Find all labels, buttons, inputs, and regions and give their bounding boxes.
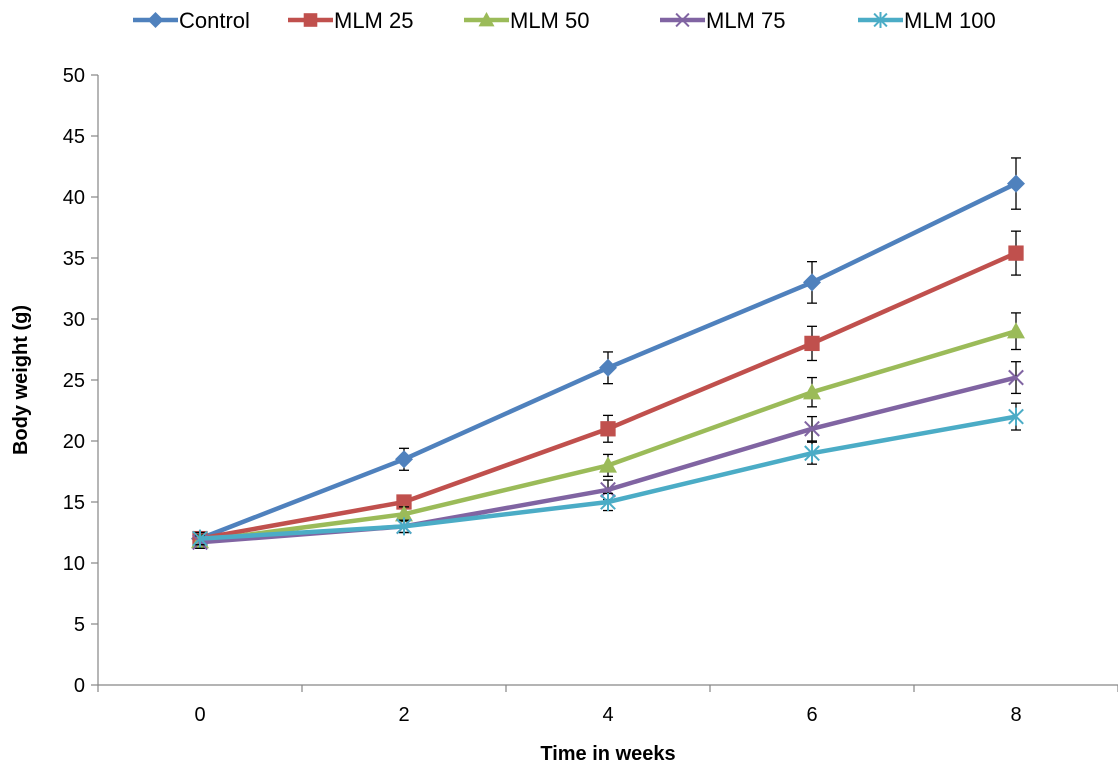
y-tick-label: 45 (63, 126, 85, 148)
data-point-mlm-50 (803, 383, 821, 400)
x-axis-title: Time in weeks (540, 743, 675, 765)
y-tick-label: 50 (63, 65, 85, 87)
data-point-mlm-100 (600, 493, 616, 511)
x-tick-label: 2 (398, 704, 409, 726)
data-point-mlm-100 (192, 529, 208, 548)
legend-item-mlm-25: MLM 25 (288, 8, 413, 33)
x-tick-label: 6 (806, 704, 817, 726)
data-point-mlm-75 (600, 481, 616, 498)
y-tick-label: 20 (63, 431, 85, 453)
data-point-mlm-50 (599, 456, 617, 473)
data-point-mlm-100 (396, 517, 412, 536)
data-point-mlm-75 (1008, 369, 1024, 386)
y-tick-label: 10 (63, 553, 85, 575)
series-mlm-100 (192, 402, 1024, 548)
y-tick-label: 25 (63, 370, 85, 392)
x-axis-ticks: 0 2 4 6 8 (97, 685, 1118, 726)
y-tick-label: 35 (63, 248, 85, 270)
data-point-mlm-25 (1008, 245, 1024, 261)
legend-label: MLM 100 (904, 8, 996, 33)
y-tick-label: 40 (63, 187, 85, 209)
legend-item-mlm-100: MLM 100 (858, 8, 996, 33)
y-tick-label: 0 (74, 675, 85, 697)
legend-item-mlm-50: MLM 50 (464, 8, 589, 33)
plot-area (191, 157, 1025, 551)
legend-label: MLM 25 (334, 8, 413, 33)
data-point-mlm-25 (600, 421, 616, 437)
legend-swatch-marker (147, 12, 164, 28)
legend-swatch-marker (478, 12, 495, 27)
data-point-mlm-100 (804, 444, 820, 463)
legend-item-control: Control (133, 8, 250, 33)
data-point-control (599, 358, 617, 377)
x-tick-label: 0 (194, 704, 205, 726)
legend-label: MLM 50 (510, 8, 589, 33)
x-tick-label: 4 (602, 704, 613, 726)
legend-swatch-marker (303, 13, 318, 27)
x-tick-label: 8 (1010, 704, 1021, 726)
data-point-control (803, 273, 821, 292)
y-axis-ticks: 0 5 10 15 20 25 30 35 40 45 50 (63, 65, 98, 697)
data-point-mlm-100 (1008, 407, 1024, 426)
data-point-mlm-75 (804, 420, 820, 437)
y-axis-title: Body weight (g) (10, 305, 32, 455)
legend-label: MLM 75 (706, 8, 785, 33)
series-mlm-50 (191, 312, 1025, 549)
data-point-mlm-50 (1007, 322, 1025, 339)
data-point-mlm-50 (395, 505, 413, 522)
y-tick-label: 30 (63, 309, 85, 331)
data-point-mlm-75-stroke (600, 481, 616, 498)
legend-swatch-marker (873, 12, 888, 28)
y-tick-label: 15 (63, 492, 85, 514)
data-point-mlm-25 (804, 335, 820, 352)
legend-swatch-marker (675, 12, 690, 28)
data-point-mlm-25 (396, 494, 412, 510)
legend: Control MLM 25 MLM 50 MLM 75 MLM 100 (133, 8, 996, 33)
axes: 0 5 10 15 20 25 30 35 40 45 50 0 2 4 6 8 Time in weeks… (10, 65, 1118, 765)
legend-label: Control (179, 8, 250, 33)
data-point-mlm-75-stroke (1008, 369, 1024, 386)
legend-swatch-marker-stroke (675, 12, 690, 28)
data-point-control (1007, 174, 1025, 193)
data-point-mlm-75-stroke (804, 420, 820, 437)
data-point-control (395, 450, 413, 469)
legend-item-mlm-75: MLM 75 (660, 8, 785, 33)
y-tick-label: 5 (74, 614, 85, 636)
